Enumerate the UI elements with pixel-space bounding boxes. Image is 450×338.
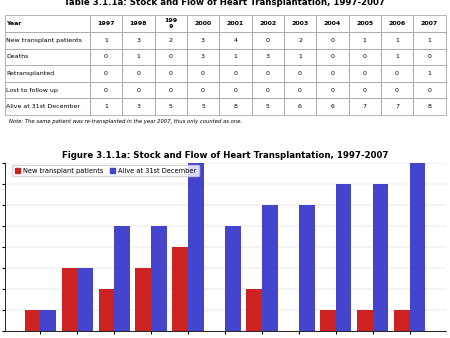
Text: Note: The same patient was re-transplanted in the year 2007, thus only counted a: Note: The same patient was re-transplant… (9, 119, 242, 124)
Bar (320, 310, 336, 331)
Bar (99, 289, 114, 331)
Bar (394, 310, 410, 331)
Bar (373, 184, 388, 331)
Bar (40, 310, 56, 331)
Bar (247, 289, 262, 331)
Legend: New transplant patients, Alive at 31st December: New transplant patients, Alive at 31st D… (12, 165, 199, 176)
Bar (25, 310, 40, 331)
Bar (151, 226, 166, 331)
Bar (410, 163, 425, 331)
Bar (188, 163, 203, 331)
Bar (225, 226, 241, 331)
Bar (62, 268, 77, 331)
Bar (299, 206, 315, 331)
Bar (77, 268, 93, 331)
Bar (135, 268, 151, 331)
Bar (336, 184, 351, 331)
Text: Table 3.1.1a: Stock and Flow of Heart Transplantation, 1997-2007: Table 3.1.1a: Stock and Flow of Heart Tr… (64, 0, 386, 7)
Bar (357, 310, 373, 331)
Bar (114, 226, 130, 331)
Bar (262, 206, 278, 331)
Bar (172, 247, 188, 331)
Title: Figure 3.1.1a: Stock and Flow of Heart Transplantation, 1997-2007: Figure 3.1.1a: Stock and Flow of Heart T… (62, 151, 388, 160)
